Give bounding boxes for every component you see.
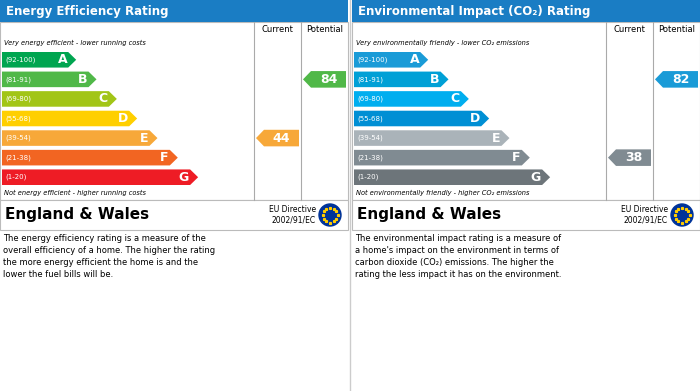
Text: 44: 44 [273, 131, 290, 145]
Text: (81-91): (81-91) [5, 76, 31, 83]
Polygon shape [2, 150, 178, 165]
Polygon shape [2, 111, 137, 126]
Text: (21-38): (21-38) [5, 154, 31, 161]
Text: F: F [512, 151, 521, 164]
Text: Current: Current [262, 25, 293, 34]
Text: B: B [78, 73, 88, 86]
Bar [0, 200, 348, 230]
Text: Not environmentally friendly - higher CO₂ emissions: Not environmentally friendly - higher CO… [356, 190, 529, 196]
Text: C: C [451, 92, 460, 106]
Text: Very environmentally friendly - lower CO₂ emissions: Very environmentally friendly - lower CO… [356, 40, 529, 46]
Text: (92-100): (92-100) [357, 57, 387, 63]
Text: (1-20): (1-20) [5, 174, 27, 181]
Bar [0, 22, 348, 200]
Polygon shape [354, 72, 449, 87]
Polygon shape [608, 149, 651, 166]
Text: (69-80): (69-80) [357, 96, 383, 102]
Circle shape [319, 204, 341, 226]
Text: (69-80): (69-80) [5, 96, 31, 102]
Text: Potential: Potential [658, 25, 695, 34]
Text: 82: 82 [672, 73, 690, 86]
Text: Potential: Potential [306, 25, 343, 34]
Polygon shape [354, 91, 469, 107]
Polygon shape [2, 169, 198, 185]
Polygon shape [354, 52, 428, 68]
Text: D: D [470, 112, 480, 125]
Text: Energy Efficiency Rating: Energy Efficiency Rating [6, 5, 169, 18]
Polygon shape [2, 130, 158, 146]
Text: D: D [118, 112, 128, 125]
Text: (81-91): (81-91) [357, 76, 383, 83]
Polygon shape [303, 71, 346, 88]
Bar [352, 22, 700, 200]
Polygon shape [354, 130, 510, 146]
Bar [0, 0, 348, 22]
Text: Current: Current [614, 25, 645, 34]
Text: The energy efficiency rating is a measure of the
overall efficiency of a home. T: The energy efficiency rating is a measur… [3, 234, 215, 280]
Polygon shape [655, 71, 698, 88]
Text: E: E [492, 131, 500, 145]
Text: 2002/91/EC: 2002/91/EC [272, 216, 316, 225]
Text: Not energy efficient - higher running costs: Not energy efficient - higher running co… [4, 190, 146, 196]
Text: (1-20): (1-20) [357, 174, 379, 181]
Text: E: E [140, 131, 148, 145]
Text: (92-100): (92-100) [5, 57, 36, 63]
Text: F: F [160, 151, 169, 164]
Text: (21-38): (21-38) [357, 154, 383, 161]
Polygon shape [2, 91, 117, 107]
Text: 38: 38 [625, 151, 642, 164]
Polygon shape [2, 72, 97, 87]
Text: The environmental impact rating is a measure of
a home's impact on the environme: The environmental impact rating is a mea… [355, 234, 561, 280]
Text: G: G [531, 171, 541, 184]
Text: (55-68): (55-68) [5, 115, 31, 122]
Polygon shape [2, 52, 76, 68]
Text: (55-68): (55-68) [357, 115, 383, 122]
Text: (39-54): (39-54) [5, 135, 31, 141]
Text: EU Directive: EU Directive [621, 205, 668, 214]
Bar [352, 200, 700, 230]
Text: Very energy efficient - lower running costs: Very energy efficient - lower running co… [4, 40, 146, 46]
Text: A: A [410, 53, 419, 66]
Text: England & Wales: England & Wales [5, 208, 149, 222]
Text: EU Directive: EU Directive [269, 205, 316, 214]
Polygon shape [256, 130, 299, 146]
Bar [352, 0, 700, 22]
Text: 84: 84 [320, 73, 337, 86]
Text: A: A [57, 53, 67, 66]
Text: Environmental Impact (CO₂) Rating: Environmental Impact (CO₂) Rating [358, 5, 590, 18]
Polygon shape [354, 111, 489, 126]
Text: G: G [179, 171, 189, 184]
Circle shape [671, 204, 693, 226]
Text: B: B [430, 73, 440, 86]
Text: 2002/91/EC: 2002/91/EC [624, 216, 668, 225]
Polygon shape [354, 169, 550, 185]
Text: (39-54): (39-54) [357, 135, 383, 141]
Polygon shape [354, 150, 530, 165]
Text: C: C [99, 92, 108, 106]
Text: England & Wales: England & Wales [357, 208, 501, 222]
